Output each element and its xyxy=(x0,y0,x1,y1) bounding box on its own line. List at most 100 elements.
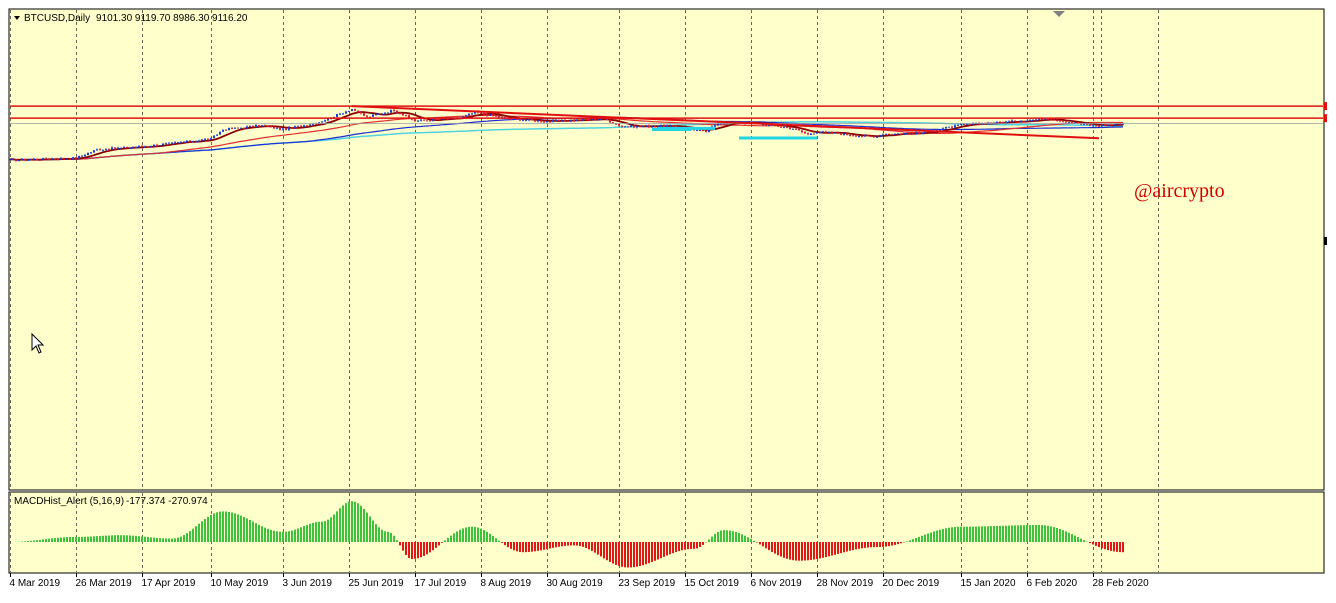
level-marker xyxy=(1324,114,1327,123)
candle-body xyxy=(303,125,305,127)
candle-body xyxy=(585,118,587,120)
main-pane[interactable] xyxy=(8,8,1325,491)
candle-body xyxy=(801,130,803,133)
x-tick-label: 4 Mar 2019 xyxy=(10,578,61,589)
candle-body xyxy=(342,113,344,115)
candle-body xyxy=(177,142,179,144)
candle-body xyxy=(843,133,845,135)
candle-body xyxy=(516,118,518,120)
x-tick-label: 28 Feb 2020 xyxy=(1093,578,1150,589)
candle-body xyxy=(168,142,170,144)
candle-body xyxy=(858,136,860,138)
candle-body xyxy=(276,127,278,129)
candle-body xyxy=(945,127,947,129)
candle-body xyxy=(294,126,296,128)
candle-body xyxy=(306,125,308,127)
candle-body xyxy=(66,158,68,160)
candle-body xyxy=(1014,120,1016,122)
candle-body xyxy=(669,125,671,127)
candle-body xyxy=(783,127,785,129)
candle-body xyxy=(366,115,368,117)
candle-body xyxy=(63,158,65,160)
candle-body xyxy=(390,110,392,113)
candle-body xyxy=(837,132,839,134)
candle-body xyxy=(1002,122,1004,124)
candle-body xyxy=(279,127,281,130)
candle-body xyxy=(84,154,86,156)
candle-body xyxy=(141,146,143,148)
candle-body xyxy=(657,126,659,128)
candle-body xyxy=(471,113,473,115)
candle-body xyxy=(93,150,95,153)
candle-body xyxy=(432,118,434,121)
candle-body xyxy=(519,118,521,121)
candle-body xyxy=(201,139,203,141)
candle-body xyxy=(180,142,182,144)
candle-body xyxy=(312,123,314,125)
candle-body xyxy=(198,140,200,142)
candle-body xyxy=(36,159,38,161)
x-tick-label: 15 Jan 2020 xyxy=(961,578,1016,589)
candle-body xyxy=(852,135,854,137)
candle-body xyxy=(699,129,701,131)
candle-body xyxy=(849,134,851,136)
candle-body xyxy=(429,120,431,122)
candle-body xyxy=(957,124,959,126)
candle-body xyxy=(282,128,284,130)
candle-body xyxy=(921,132,923,134)
candle-body xyxy=(285,128,287,130)
x-tick-label: 17 Jul 2019 xyxy=(415,578,467,589)
candle-body xyxy=(831,131,833,134)
candle-body xyxy=(1071,122,1073,124)
candle-body xyxy=(594,118,596,120)
candle-body xyxy=(39,159,41,161)
candle-body xyxy=(1110,124,1112,126)
candle-body xyxy=(675,125,677,127)
candle-body xyxy=(543,121,545,123)
candle-body xyxy=(561,119,563,121)
candle-body xyxy=(219,131,221,135)
candle-body xyxy=(24,158,26,161)
candle-body xyxy=(171,142,173,144)
candle-body xyxy=(531,119,533,121)
candle-body xyxy=(714,125,716,127)
candle-body xyxy=(375,114,377,116)
candle-body xyxy=(1032,119,1034,121)
candle-body xyxy=(1080,123,1082,125)
candle-body xyxy=(996,121,998,124)
candle-body xyxy=(1119,123,1121,125)
candle-body xyxy=(72,157,74,160)
candle-body xyxy=(231,127,233,129)
candle-body xyxy=(123,146,125,148)
x-tick-label: 6 Nov 2019 xyxy=(751,578,803,589)
candle-body xyxy=(21,158,23,161)
candle-body xyxy=(105,149,107,151)
candle-body xyxy=(705,130,707,132)
candle-body xyxy=(189,140,191,142)
candle-body xyxy=(417,120,419,122)
candle-body xyxy=(1053,119,1055,121)
x-tick-label: 30 Aug 2019 xyxy=(547,578,604,589)
price-marker xyxy=(1324,237,1327,245)
candle-body xyxy=(591,118,593,120)
candle-body xyxy=(75,157,77,159)
chart-shift-marker-icon[interactable] xyxy=(1053,11,1065,17)
candle-body xyxy=(315,123,317,125)
candle-body xyxy=(264,125,266,127)
candle-body xyxy=(807,133,809,135)
candle-body xyxy=(57,159,59,161)
candle-body xyxy=(369,116,371,118)
candle-body xyxy=(1086,123,1088,125)
candle-body xyxy=(186,140,188,142)
symbol-dropdown-icon[interactable] xyxy=(14,16,20,20)
candle-body xyxy=(237,127,239,129)
candle-body xyxy=(90,152,92,154)
candle-body xyxy=(228,127,230,131)
candle-body xyxy=(204,139,206,141)
candle-body xyxy=(1011,120,1013,122)
candle-body xyxy=(825,131,827,133)
candle-body xyxy=(111,147,113,150)
candle-body xyxy=(942,128,944,130)
candle-body xyxy=(87,153,89,155)
candle-body xyxy=(954,125,956,128)
